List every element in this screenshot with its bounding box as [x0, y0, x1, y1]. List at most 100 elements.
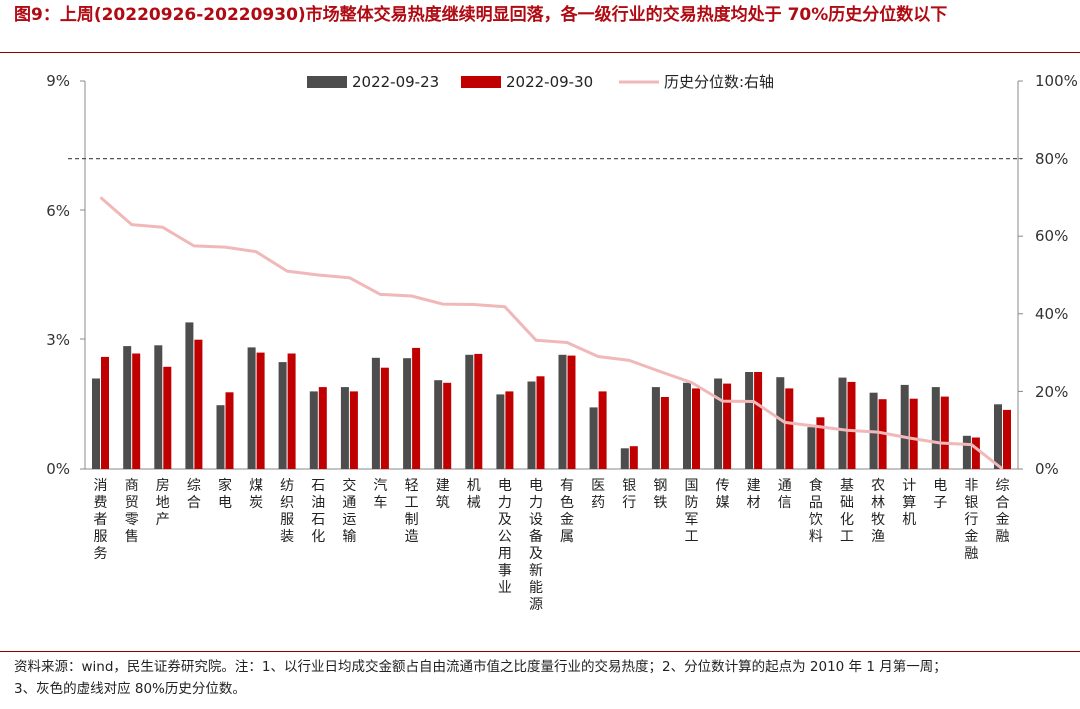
category-label: 商贸零售 — [125, 478, 139, 545]
right-axis-tick: 0% — [1035, 460, 1059, 478]
bar-series-2 — [474, 353, 483, 469]
bar-series-1 — [994, 404, 1002, 469]
left-axis-tick: 9% — [46, 72, 70, 90]
category-label: 电力及公用事业 — [498, 478, 512, 596]
bar-series-2 — [692, 388, 700, 469]
category-label: 电力设备及新能源 — [529, 478, 543, 613]
bar-series-1 — [527, 381, 536, 469]
bar-series-2 — [1003, 409, 1011, 469]
category-label: 国防军工 — [685, 478, 699, 545]
category-label: 钢铁 — [653, 478, 667, 511]
bar-series-2 — [380, 367, 389, 469]
bar-series-1 — [589, 407, 598, 469]
category-label: 轻工制造 — [405, 478, 419, 545]
category-label: 通信 — [778, 478, 792, 511]
category-label: 煤炭 — [249, 478, 263, 511]
category-label: 机械 — [467, 478, 481, 511]
left-axis: 9% 6% 3% 0% — [46, 72, 86, 478]
bar-series-1 — [496, 394, 505, 469]
category-label: 传媒 — [716, 478, 730, 511]
footnote-line-2: 3、灰色的虚线对应 80%历史分位数。 — [14, 681, 246, 697]
percentile-line — [99, 196, 1004, 471]
bar-series-1 — [900, 384, 909, 469]
right-axis-tick: 20% — [1035, 383, 1068, 401]
category-label: 农林牧渔 — [871, 478, 885, 545]
category-label: 综合金融 — [996, 478, 1010, 545]
bar-series-1 — [92, 378, 100, 469]
bar-series-2 — [536, 376, 545, 469]
category-label: 交通运输 — [342, 477, 356, 545]
bar-series-1 — [154, 345, 163, 469]
legend: 2022-09-23 2022-09-30 历史分位数:右轴 — [307, 73, 774, 91]
bar-series-1 — [216, 405, 225, 469]
bar-series-2 — [785, 388, 794, 469]
bar-series-2 — [971, 437, 980, 469]
bar-series-2 — [754, 372, 763, 469]
bar-series-2 — [412, 347, 421, 469]
bar-series-1 — [465, 354, 474, 469]
category-label: 纺织服装 — [280, 478, 294, 545]
category-label: 汽车 — [373, 478, 387, 511]
legend-label-line: 历史分位数:右轴 — [664, 73, 774, 91]
bar-series-1 — [620, 448, 629, 469]
bar-series-1 — [247, 347, 256, 469]
category-label: 基础化工 — [840, 477, 854, 545]
title-divider — [0, 52, 1080, 53]
bar-series-1 — [651, 387, 660, 469]
bar-series-1 — [931, 387, 940, 469]
bar-series-1 — [340, 387, 349, 469]
bar-series-2 — [567, 355, 576, 469]
bar-series-2 — [163, 366, 172, 469]
footer-divider — [0, 651, 1080, 652]
bar-series-2 — [816, 417, 825, 469]
bar-series-2 — [629, 446, 638, 469]
bar-series-1 — [185, 322, 194, 469]
bar-series-2 — [349, 391, 358, 469]
bar-series-2 — [909, 398, 918, 469]
category-label: 消费者服务 — [94, 478, 108, 562]
bar-series-2 — [194, 339, 203, 469]
bar-series-2 — [225, 392, 234, 469]
bar-series-1 — [714, 378, 723, 469]
category-label: 建材 — [747, 478, 761, 511]
legend-label-series-1: 2022-09-23 — [352, 73, 439, 91]
bar-series-2 — [443, 382, 452, 469]
right-axis-tick: 100% — [1035, 72, 1078, 90]
bar-series-2 — [847, 381, 856, 469]
bars-layer — [92, 322, 1011, 469]
category-label: 银行 — [622, 478, 636, 511]
legend-label-series-2: 2022-09-30 — [506, 73, 593, 91]
legend-swatch-series-2 — [461, 76, 501, 88]
category-label: 建筑 — [436, 478, 450, 511]
category-label: 电子 — [933, 478, 947, 511]
category-label: 食品饮料 — [809, 477, 823, 545]
bar-series-2 — [660, 397, 669, 469]
category-label: 有色金属 — [560, 478, 574, 545]
bar-series-2 — [940, 396, 949, 469]
left-axis-tick: 6% — [46, 202, 70, 220]
category-label: 综合 — [187, 478, 201, 511]
category-label: 医药 — [591, 478, 605, 511]
category-label: 计算机 — [902, 478, 916, 528]
bar-series-2 — [723, 383, 732, 469]
bar-series-1 — [371, 357, 380, 469]
right-axis: 100% 80% 60% 40% 20% 0% — [1017, 72, 1078, 478]
footnote: 资料来源：wind，民生证券研究院。注：1、以行业日均成交金额占自由流通市值之比… — [14, 656, 1074, 700]
left-axis-tick: 0% — [46, 460, 70, 478]
bar-series-1 — [776, 377, 785, 469]
bar-series-1 — [278, 362, 287, 469]
bar-series-1 — [962, 435, 971, 469]
bar-series-2 — [287, 353, 296, 469]
bar-series-2 — [132, 353, 141, 469]
right-axis-tick: 60% — [1035, 227, 1068, 245]
figure-title: 图9：上周(20220926-20220930)市场整体交易热度继续明显回落，各… — [14, 5, 948, 25]
bar-series-1 — [123, 346, 132, 469]
bar-series-1 — [683, 382, 691, 469]
left-axis-tick: 3% — [46, 331, 70, 349]
legend-swatch-series-1 — [307, 76, 347, 88]
right-axis-tick: 40% — [1035, 305, 1068, 323]
bar-series-1 — [403, 358, 412, 469]
bar-series-1 — [558, 354, 567, 469]
category-label: 房地产 — [156, 478, 170, 528]
